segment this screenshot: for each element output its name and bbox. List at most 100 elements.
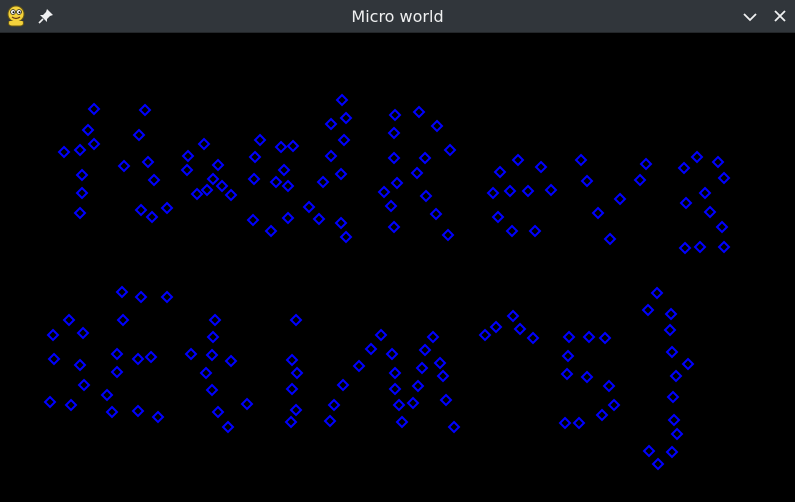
particle-marker <box>429 207 443 221</box>
particle-marker <box>491 210 505 224</box>
particle-marker <box>433 356 447 370</box>
particle-marker <box>666 390 680 404</box>
particle-marker <box>665 445 679 459</box>
particle-marker <box>639 157 653 171</box>
particle-marker <box>160 201 174 215</box>
particle-marker <box>285 353 299 367</box>
pin-icon[interactable] <box>37 7 55 25</box>
particle-marker <box>650 286 664 300</box>
particle-marker <box>388 366 402 380</box>
particle-marker <box>443 143 457 157</box>
particle-marker <box>290 366 304 380</box>
particle-marker <box>339 230 353 244</box>
particle-marker <box>412 105 426 119</box>
title-bar[interactable]: Micro world <box>0 0 795 33</box>
particle-marker <box>277 163 291 177</box>
particle-marker <box>439 393 453 407</box>
particle-marker <box>703 205 717 219</box>
particle-marker <box>388 382 402 396</box>
particle-marker <box>269 175 283 189</box>
particle-marker <box>562 330 576 344</box>
particle-marker <box>436 369 450 383</box>
particle-marker <box>324 149 338 163</box>
particle-marker <box>503 184 517 198</box>
particle-marker <box>337 133 351 147</box>
particle-marker <box>115 285 129 299</box>
particle-marker <box>693 240 707 254</box>
particle-marker <box>633 173 647 187</box>
particle-marker <box>430 119 444 133</box>
particle-marker <box>681 357 695 371</box>
particle-marker <box>418 151 432 165</box>
close-icon[interactable] <box>769 6 791 28</box>
particle-marker <box>544 183 558 197</box>
particle-marker <box>100 388 114 402</box>
particle-marker <box>75 186 89 200</box>
particle-marker <box>324 117 338 131</box>
particle-marker <box>289 313 303 327</box>
particle-marker <box>441 228 455 242</box>
particle-marker <box>264 224 278 238</box>
particle-marker <box>670 427 684 441</box>
particle-marker <box>598 331 612 345</box>
game-canvas[interactable] <box>0 34 795 502</box>
particle-marker <box>145 210 159 224</box>
particle-marker <box>316 175 330 189</box>
particle-marker <box>560 367 574 381</box>
particle-marker <box>572 416 586 430</box>
particle-marker <box>385 347 399 361</box>
particle-marker <box>447 420 461 434</box>
particle-marker <box>677 161 691 175</box>
particle-marker <box>595 408 609 422</box>
chevron-down-icon[interactable] <box>739 6 761 28</box>
particle-marker <box>110 347 124 361</box>
particle-marker <box>664 307 678 321</box>
particle-marker <box>221 420 235 434</box>
particle-marker <box>669 369 683 383</box>
particle-marker <box>641 303 655 317</box>
particle-marker <box>384 199 398 213</box>
particle-marker <box>87 102 101 116</box>
particle-marker <box>717 240 731 254</box>
particle-marker <box>478 328 492 342</box>
particle-marker <box>698 186 712 200</box>
particle-marker <box>211 405 225 419</box>
particle-marker <box>513 322 527 336</box>
particle-marker <box>336 378 350 392</box>
particle-marker <box>387 220 401 234</box>
particle-marker <box>663 323 677 337</box>
pygame-snake-icon[interactable] <box>5 4 27 28</box>
particle-marker <box>574 153 588 167</box>
particle-marker <box>679 196 693 210</box>
particle-marker <box>415 361 429 375</box>
particle-marker <box>190 187 204 201</box>
particle-marker <box>147 173 161 187</box>
particle-marker <box>289 403 303 417</box>
particle-marker <box>180 163 194 177</box>
particle-marker <box>678 241 692 255</box>
particle-marker <box>134 290 148 304</box>
particle-marker <box>87 137 101 151</box>
particle-marker <box>77 378 91 392</box>
particle-marker <box>240 397 254 411</box>
particle-marker <box>73 143 87 157</box>
particle-marker <box>205 348 219 362</box>
particle-marker <box>184 347 198 361</box>
particle-marker <box>493 165 507 179</box>
particle-marker <box>47 352 61 366</box>
particle-marker <box>81 123 95 137</box>
particle-marker <box>208 313 222 327</box>
particle-marker <box>334 167 348 181</box>
particle-marker <box>352 359 366 373</box>
particle-marker <box>526 331 540 345</box>
particle-marker <box>580 174 594 188</box>
particle-marker <box>248 150 262 164</box>
particle-marker <box>138 103 152 117</box>
particle-marker <box>377 185 391 199</box>
particle-marker <box>151 410 165 424</box>
particle-marker <box>43 395 57 409</box>
particle-marker <box>651 457 665 471</box>
particle-marker <box>105 405 119 419</box>
particle-marker <box>46 328 60 342</box>
